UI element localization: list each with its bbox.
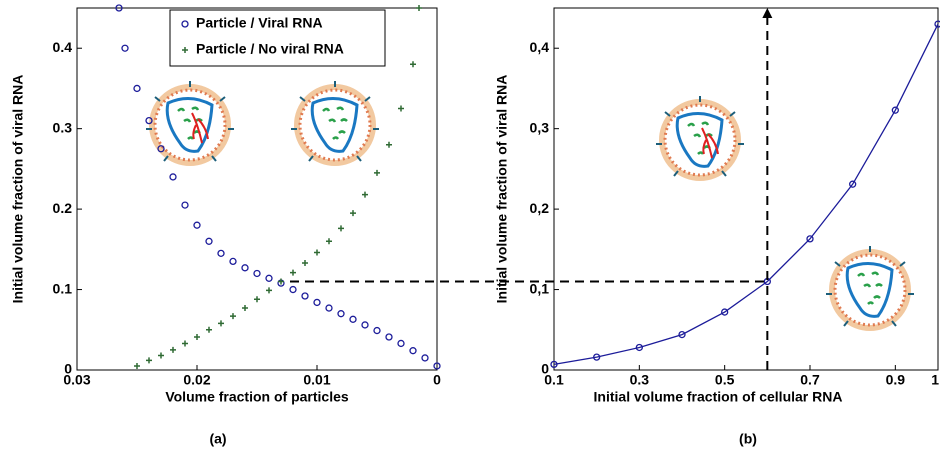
circle-marker [721,308,729,316]
circle-marker [635,343,643,352]
plus-marker [290,269,296,276]
plus-marker [242,305,248,312]
circle-marker [313,298,321,307]
data-line [553,23,939,366]
plus-marker [278,278,284,285]
y-tick-label: 0.1 [53,280,73,296]
x-tick-label: 0.1 [544,372,564,388]
circle-marker [349,315,357,323]
circle-marker [550,360,558,369]
plus-marker [398,105,404,112]
circle-marker [301,292,309,300]
x-tick-label: 0.9 [886,372,906,388]
y-tick-label: 0 [64,361,72,377]
plus-marker [302,260,308,267]
plot-frame [553,7,939,371]
y-tick-label: 0.2 [53,200,73,216]
plus-marker [170,346,176,353]
plus-marker [134,362,140,369]
circle-marker [169,173,177,181]
circle-marker [157,145,165,153]
y-tick-label: 0,3 [530,119,550,135]
circle-marker [265,274,273,282]
circle-marker [115,4,123,12]
x-axis-label: Initial volume fraction of cellular RNA [594,389,843,405]
plus-marker [338,225,344,232]
panel-caption: (a) [209,431,226,447]
plus-marker [146,357,152,364]
legend-box [169,9,386,67]
x-tick-label: 0.01 [303,372,330,388]
x-tick-label: 0.5 [715,372,735,388]
x-tick-label: 0.3 [630,372,650,388]
circle-marker [806,235,814,243]
circle-marker [289,285,297,294]
x-tick-label: 0 [433,372,441,388]
circle-marker [181,20,189,28]
circle-marker [193,221,201,229]
circle-marker [361,321,369,329]
x-tick-label: 0.7 [800,372,820,388]
y-axis-label: Initial volume fraction of viral RNA [10,75,26,304]
plus-marker [362,191,368,198]
plus-marker [206,326,212,333]
plus-marker [314,249,320,256]
plot-frame [76,7,438,371]
plus-marker [326,238,332,245]
plus-marker [194,334,200,341]
reference-arrow [762,8,773,18]
plus-marker [386,141,392,148]
circle-marker [397,339,405,348]
circle-marker [145,116,153,125]
circle-marker [891,106,899,114]
circle-marker [229,257,237,266]
plus-marker [230,313,236,320]
y-tick-label: 0,4 [530,39,550,55]
plus-marker [182,47,188,53]
circle-marker [678,330,686,339]
y-tick-label: 0.4 [53,39,73,55]
legend-label: Particle / Viral RNA [196,15,323,31]
legend-label: Particle / No viral RNA [196,41,344,57]
plus-marker [350,210,356,217]
plus-marker [266,287,272,294]
y-tick-label: 0,1 [530,280,550,296]
circle-marker [421,354,429,362]
circle-marker [133,84,141,93]
circle-marker [217,249,225,258]
circle-marker [325,304,333,312]
y-axis-label: Initial volume fraction of viral RNA [494,75,510,304]
circle-marker [337,310,345,318]
circle-marker [241,264,249,272]
legend: Particle / Viral RNA Particle / No viral … [169,9,386,67]
circle-marker [373,326,381,335]
plus-marker [218,320,224,327]
plus-marker [374,169,380,176]
circle-marker [593,353,601,361]
y-tick-label: 0,2 [530,200,550,216]
circle-marker [433,362,441,370]
circle-marker [253,269,261,278]
circle-marker [409,347,417,355]
circle-marker [934,20,940,28]
x-axis-label: Volume fraction of particles [165,389,349,405]
plus-marker [254,296,260,303]
panel-caption: (b) [739,431,757,447]
circle-marker [181,201,189,209]
circle-marker [385,333,393,341]
plus-marker [158,352,164,359]
circle-marker [121,44,129,52]
y-tick-label: 0 [541,361,549,377]
plus-marker [182,340,188,347]
x-tick-label: 0.03 [63,372,90,388]
plus-marker [410,61,416,68]
circle-marker [205,237,213,245]
x-tick-label: 1 [931,372,939,388]
y-tick-label: 0.3 [53,119,73,135]
circle-marker [849,180,857,188]
plus-marker [416,5,422,11]
x-tick-label: 0.02 [183,372,210,388]
